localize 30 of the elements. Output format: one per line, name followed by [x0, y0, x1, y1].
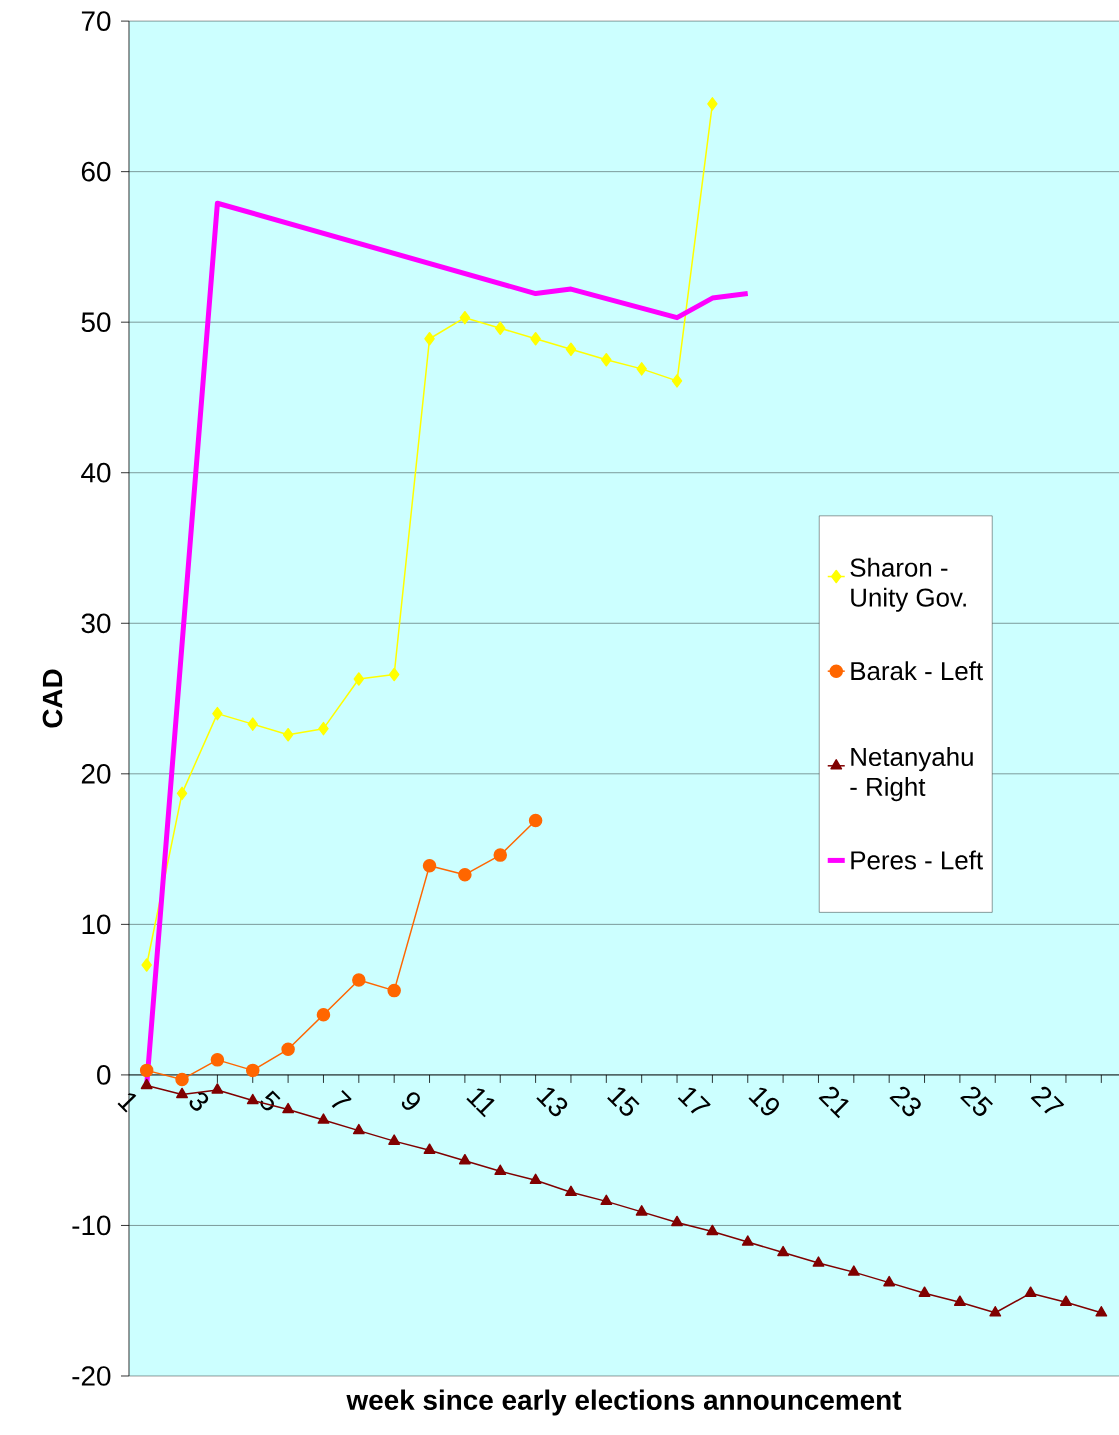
- x-tick-label: 13: [536, 1087, 568, 1117]
- y-tick-label: 10: [82, 914, 111, 935]
- legend-label: Peres - Left: [851, 850, 983, 870]
- y-axis-title: CAD: [42, 669, 63, 728]
- x-tick-label: 23: [889, 1086, 921, 1117]
- x-tick-label: 3: [189, 1092, 208, 1111]
- legend-label: Netanyahu - Right: [850, 747, 973, 802]
- y-tick-label: -10: [72, 1215, 111, 1236]
- y-tick-label: 60: [81, 161, 111, 182]
- x-tick-label: 15: [606, 1087, 640, 1116]
- legend-label: Barak - Left: [851, 661, 983, 681]
- x-tick-label: 1: [117, 1093, 137, 1113]
- y-tick-label: 0: [96, 1065, 111, 1085]
- x-tick-label: 19: [748, 1087, 779, 1116]
- legend-label: Sharon - Unity Gov.: [850, 557, 966, 612]
- x-tick-label: 21: [818, 1086, 849, 1119]
- x-tick-label: 9: [401, 1092, 420, 1110]
- x-tick-label: 27: [1030, 1086, 1065, 1114]
- x-tick-label: 7: [331, 1090, 352, 1108]
- x-tick-label: 5: [260, 1090, 281, 1111]
- y-tick-label: 30: [81, 613, 111, 634]
- y-tick-label: 50: [81, 312, 111, 333]
- y-tick-label: 20: [81, 763, 111, 784]
- x-tick-label: 17: [677, 1087, 711, 1114]
- x-axis-title: week since early elections announcement: [346, 1389, 901, 1416]
- y-tick-label: 70: [81, 11, 111, 31]
- x-tick-label: 25: [959, 1086, 993, 1116]
- y-tick-label: -20: [72, 1366, 111, 1386]
- x-tick-label: 11: [466, 1088, 495, 1118]
- y-tick-label: 40: [80, 462, 111, 483]
